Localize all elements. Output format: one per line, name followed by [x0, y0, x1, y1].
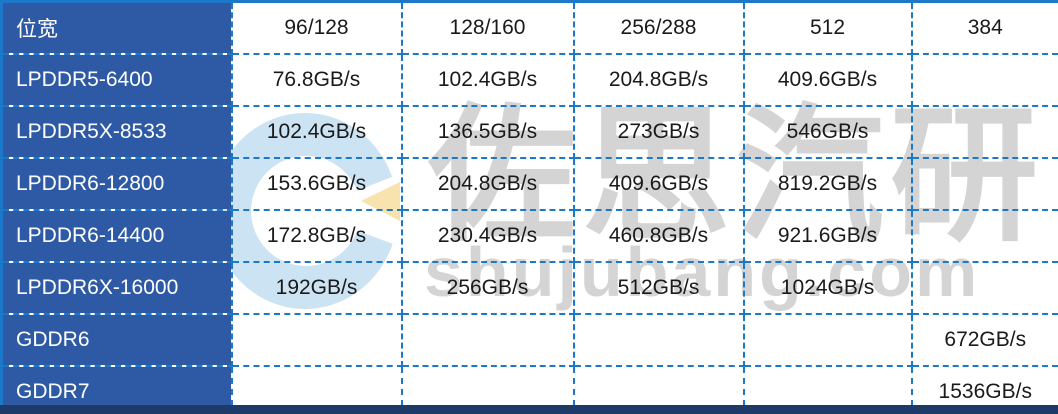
table-cell: 672GB/s	[910, 313, 1058, 367]
bottom-bar	[0, 405, 1058, 414]
row-label: LPDDR5-6400	[0, 53, 233, 107]
table-cell: 460.8GB/s	[572, 209, 745, 263]
table-row: LPDDR6-14400 172.8GB/s 230.4GB/s 460.8GB…	[0, 209, 1058, 263]
table-row: GDDR6 672GB/s	[0, 313, 1058, 367]
column-header: 128/160	[400, 0, 575, 55]
table-cell: 172.8GB/s	[230, 209, 403, 263]
table-cell	[910, 261, 1058, 315]
table-cell: 204.8GB/s	[400, 157, 575, 211]
row-label: LPDDR5X-8533	[0, 105, 233, 159]
table-cell	[230, 313, 403, 367]
table-cell: 136.5GB/s	[400, 105, 575, 159]
table-cell	[910, 53, 1058, 107]
table-cell: 256GB/s	[400, 261, 575, 315]
row-label: LPDDR6-12800	[0, 157, 233, 211]
table-cell	[910, 157, 1058, 211]
header-row: 位宽 96/128 128/160 256/288 512 384	[0, 0, 1058, 55]
table-cell: 512GB/s	[572, 261, 745, 315]
table-cell: 409.6GB/s	[572, 157, 745, 211]
table-row: LPDDR5-6400 76.8GB/s 102.4GB/s 204.8GB/s…	[0, 53, 1058, 107]
row-label: LPDDR6X-16000	[0, 261, 233, 315]
row-label: GDDR6	[0, 313, 233, 367]
table-cell: 204.8GB/s	[572, 53, 745, 107]
row-label: LPDDR6-14400	[0, 209, 233, 263]
table-cell: 102.4GB/s	[230, 105, 403, 159]
table-cell: 153.6GB/s	[230, 157, 403, 211]
column-header: 512	[742, 0, 913, 55]
table-cell: 921.6GB/s	[742, 209, 913, 263]
column-header: 96/128	[230, 0, 403, 55]
table-row: LPDDR5X-8533 102.4GB/s 136.5GB/s 273GB/s…	[0, 105, 1058, 159]
table-row: LPDDR6-12800 153.6GB/s 204.8GB/s 409.6GB…	[0, 157, 1058, 211]
table-cell: 409.6GB/s	[742, 53, 913, 107]
table-cell: 230.4GB/s	[400, 209, 575, 263]
table-cell: 1024GB/s	[742, 261, 913, 315]
table-cell: 192GB/s	[230, 261, 403, 315]
column-header: 384	[910, 0, 1058, 55]
table-cell	[910, 209, 1058, 263]
table-row: LPDDR6X-16000 192GB/s 256GB/s 512GB/s 10…	[0, 261, 1058, 315]
table-cell	[910, 105, 1058, 159]
table-cell: 76.8GB/s	[230, 53, 403, 107]
table-cell	[742, 313, 913, 367]
table-cell: 546GB/s	[742, 105, 913, 159]
column-header: 256/288	[572, 0, 745, 55]
table-cell: 102.4GB/s	[400, 53, 575, 107]
table-cell	[400, 313, 575, 367]
table-cell: 819.2GB/s	[742, 157, 913, 211]
table-cell: 273GB/s	[572, 105, 745, 159]
corner-header-bitwidth: 位宽	[0, 0, 233, 55]
table-cell	[572, 313, 745, 367]
